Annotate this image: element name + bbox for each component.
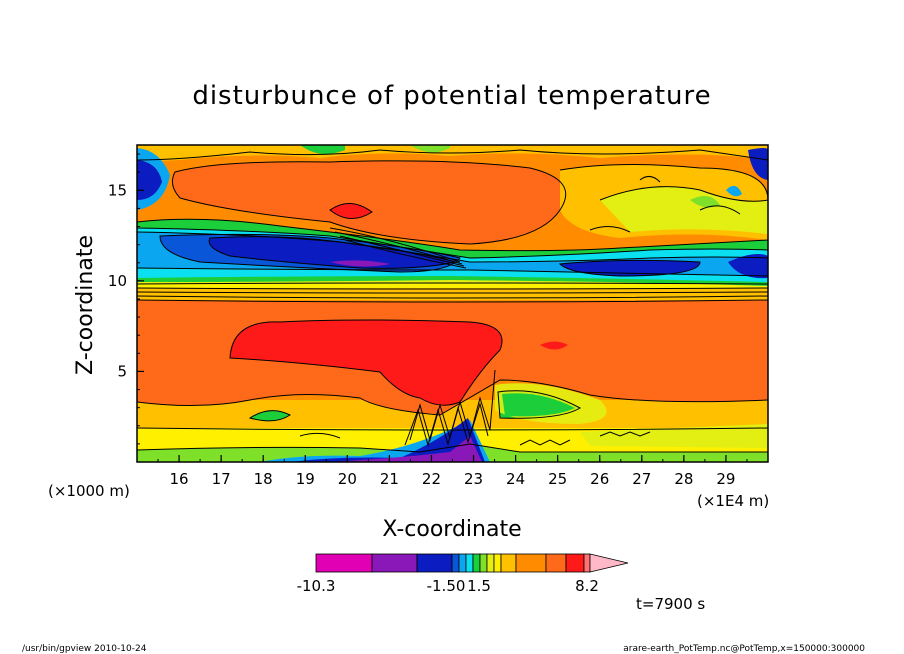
colorbar-label: -1.50 xyxy=(427,577,466,595)
x-unit-left: (×1000 m) xyxy=(48,482,130,500)
x-tick-label: 26 xyxy=(590,470,609,488)
y-tick-label: 10 xyxy=(108,272,127,290)
x-tick-label: 18 xyxy=(254,470,273,488)
x-axis-ticks: 16 17 18 19 20 21 22 23 24 25 26 27 28 29 xyxy=(136,455,769,488)
colorbar-segment xyxy=(451,553,460,573)
colorbar xyxy=(315,553,629,573)
x-axis-label: X-coordinate xyxy=(382,517,521,542)
x-tick-label: 28 xyxy=(674,470,693,488)
y-tick-label: 5 xyxy=(117,362,127,380)
time-label: t=7900 s xyxy=(636,595,705,613)
x-tick-label: 16 xyxy=(170,470,189,488)
colorbar-segment xyxy=(493,553,502,573)
footer-right: arare-earth_PotTemp.nc@PotTemp,x=150000:… xyxy=(623,644,865,654)
colorbar-segment xyxy=(545,553,567,573)
x-tick-label: 24 xyxy=(506,470,525,488)
colorbar-segment xyxy=(486,553,495,573)
x-tick-label: 23 xyxy=(464,470,483,488)
colorbar-label: -10.3 xyxy=(297,577,336,595)
colorbar-segment xyxy=(479,553,488,573)
y-axis-ticks: 5 10 15 xyxy=(108,153,144,445)
x-tick-label: 21 xyxy=(380,470,399,488)
colorbar-label: 8.2 xyxy=(575,577,599,595)
x-tick-label: 25 xyxy=(548,470,567,488)
x-tick-label: 17 xyxy=(212,470,231,488)
y-axis-label: Z-coordinate xyxy=(73,235,98,375)
colorbar-segment xyxy=(416,553,453,573)
x-tick-label: 22 xyxy=(422,470,441,488)
x-tick-label: 29 xyxy=(716,470,735,488)
colorbar-segment xyxy=(465,553,474,573)
y-tick-label: 15 xyxy=(108,181,127,199)
x-tick-label: 27 xyxy=(632,470,651,488)
colorbar-segment xyxy=(315,553,373,573)
colorbar-label: 1.5 xyxy=(467,577,491,595)
footer-left: /usr/bin/gpview 2010-10-24 xyxy=(22,644,147,654)
colorbar-segment xyxy=(472,553,481,573)
colorbar-segment xyxy=(583,553,591,573)
colorbar-segment xyxy=(371,553,418,573)
chart-title: disturbunce of potential temperature xyxy=(192,81,711,111)
colorbar-segment xyxy=(565,553,585,573)
x-unit-right: (×1E4 m) xyxy=(697,492,769,510)
colorbar-segment xyxy=(500,553,517,573)
contour-field xyxy=(137,145,768,462)
x-tick-label: 19 xyxy=(296,470,315,488)
colorbar-segment xyxy=(458,553,467,573)
colorbar-labels: -10.3 -1.50 1.5 8.2 xyxy=(297,577,599,595)
colorbar-arrow xyxy=(589,553,629,573)
x-tick-label: 20 xyxy=(338,470,357,488)
colorbar-segment xyxy=(515,553,547,573)
